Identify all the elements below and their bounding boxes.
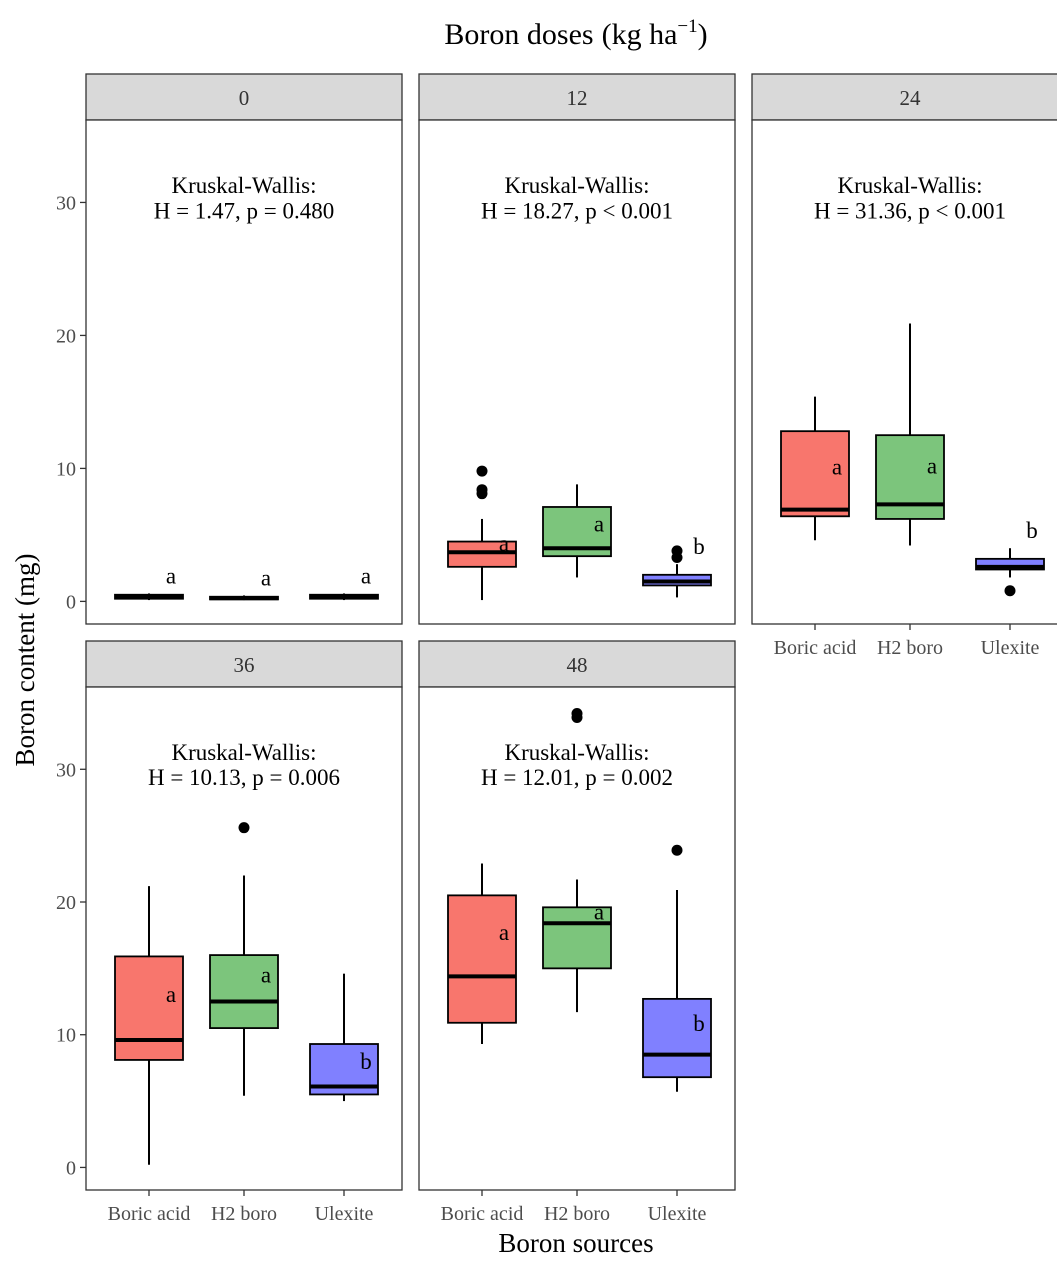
panel-strip-label: 48 <box>567 653 588 677</box>
panel-strip-label: 24 <box>900 86 922 110</box>
group-letter: a <box>499 920 509 945</box>
box-boric-acid <box>447 894 517 1024</box>
kruskal-wallis-label: Kruskal-Wallis: <box>504 740 649 765</box>
group-letter: a <box>166 982 176 1007</box>
group-letter: a <box>261 565 271 590</box>
kruskal-wallis-result: H = 10.13, p = 0.006 <box>148 765 340 790</box>
box-boric-acid <box>780 430 850 518</box>
x-tick-label: Boric acid <box>441 1203 524 1225</box>
panel-24: 24 Kruskal-Wallis:H = 31.36, p < 0.001 a Bo… <box>751 73 1057 659</box>
x-tick-label: Boric acid <box>774 637 857 659</box>
outlier-point <box>238 822 250 834</box>
x-axis-title: Boron sources <box>498 1228 653 1258</box>
figure-title: Boron doses (kg ha−1) <box>444 16 707 51</box>
panel-strip-label: 0 <box>239 86 250 110</box>
group-letter: b <box>360 1049 372 1074</box>
outlier-point <box>671 844 683 856</box>
group-letter: a <box>594 512 604 537</box>
outlier-point <box>476 465 488 477</box>
group-letter: a <box>361 563 371 588</box>
figure-title-units: kg ha <box>612 18 678 51</box>
box-h2-boro <box>542 906 612 970</box>
kruskal-wallis-result: H = 31.36, p < 0.001 <box>814 198 1006 223</box>
group-letter: a <box>499 531 509 556</box>
box-h2-boro <box>209 954 279 1029</box>
panel-12: 12 Kruskal-Wallis:H = 18.27, p < 0.001 a a b <box>418 73 736 625</box>
y-tick-label: 0 <box>66 1157 76 1179</box>
box-ulexite <box>642 997 712 1079</box>
outlier-point <box>1004 585 1016 597</box>
panel-strip-label: 36 <box>234 653 255 677</box>
box-boric-acid <box>114 955 184 1061</box>
y-axis-title: Boron content (mg) <box>10 554 40 767</box>
y-tick-label: 0 <box>66 591 76 613</box>
group-letter: a <box>166 563 176 588</box>
group-letter: b <box>693 534 705 559</box>
group-letter: a <box>927 454 937 479</box>
group-letter: a <box>594 899 604 924</box>
group-letter: b <box>693 1011 705 1036</box>
y-tick-label: 10 <box>56 458 76 480</box>
outlier-point <box>571 708 583 720</box>
kruskal-wallis-result: H = 12.01, p = 0.002 <box>481 765 673 790</box>
panel-strip <box>418 73 736 121</box>
group-letter: a <box>832 454 842 479</box>
y-tick-label: 30 <box>56 192 76 214</box>
panel-0: 0 Kruskal-Wallis:H = 1.47, p = 0.480 0 10 20… <box>56 73 403 625</box>
panel-36: 36 Kruskal-Wallis:H = 10.13, p = 0.006 0 10… <box>56 640 403 1225</box>
kruskal-wallis-result: H = 1.47, p = 0.480 <box>154 198 335 223</box>
panel-strip-label: 12 <box>567 86 588 110</box>
panel-plot-area <box>85 119 403 625</box>
y-tick-label: 20 <box>56 325 76 347</box>
kruskal-wallis-result: H = 18.27, p < 0.001 <box>481 198 673 223</box>
x-tick-label: H2 boro <box>877 637 943 659</box>
group-letter: b <box>1026 518 1038 543</box>
x-tick-label: H2 boro <box>211 1203 277 1225</box>
x-tick-label: Ulexite <box>648 1203 707 1225</box>
x-tick-label: Ulexite <box>981 637 1040 659</box>
y-tick-label: 20 <box>56 892 76 914</box>
y-tick-label: 10 <box>56 1025 76 1047</box>
outlier-point <box>476 484 488 496</box>
x-tick-label: Ulexite <box>315 1203 374 1225</box>
group-letter: a <box>261 962 271 987</box>
kruskal-wallis-label: Kruskal-Wallis: <box>171 173 316 198</box>
outlier-point <box>671 545 683 557</box>
x-tick-label: H2 boro <box>544 1203 610 1225</box>
x-tick-label: Boric acid <box>108 1203 191 1225</box>
kruskal-wallis-label: Kruskal-Wallis: <box>837 173 982 198</box>
y-tick-label: 30 <box>56 759 76 781</box>
figure-title-main: Boron doses <box>444 18 593 51</box>
panel-plot-area <box>751 119 1057 625</box>
kruskal-wallis-label: Kruskal-Wallis: <box>504 173 649 198</box>
panel-strip <box>418 640 736 688</box>
box-ulexite <box>975 557 1045 571</box>
figure-title-units-exponent: −1 <box>677 16 697 37</box>
panel-strip <box>751 73 1057 121</box>
panel-48: 48 Kruskal-Wallis:H = 12.01, p = 0.002 a Bo… <box>418 640 736 1225</box>
kruskal-wallis-label: Kruskal-Wallis: <box>171 740 316 765</box>
panel-strip <box>85 73 403 121</box>
